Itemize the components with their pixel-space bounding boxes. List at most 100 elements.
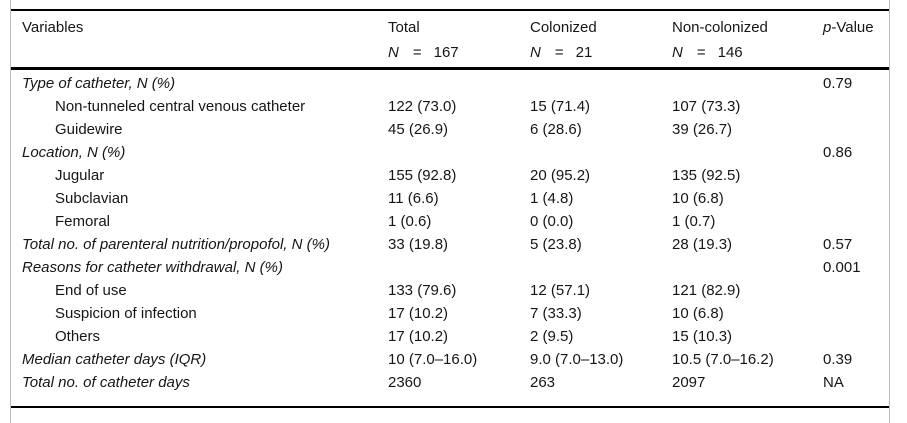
total-cell: 17 (10.2) bbox=[388, 327, 449, 345]
table-frame: Variables Total N = 167 Colonized N = 21 Non… bbox=[10, 0, 890, 423]
table-row: Non-tunneled central venous catheter 122… bbox=[11, 95, 889, 118]
variable-cell: Others bbox=[55, 327, 101, 345]
non-colonized-cell: 107 (73.3) bbox=[672, 97, 741, 115]
table-row: Location, N (%) 0.86 bbox=[11, 141, 889, 164]
variable-cell: Type of catheter, N (%) bbox=[22, 74, 176, 92]
col-header-label: Total bbox=[388, 19, 420, 36]
total-cell: 1 (0.6) bbox=[388, 212, 432, 230]
n-symbol: N bbox=[530, 44, 541, 61]
p-value-cell: 0.001 bbox=[823, 258, 861, 276]
non-colonized-cell: 1 (0.7) bbox=[672, 212, 716, 230]
table-row: Median catheter days (IQR) 10 (7.0–16.0)… bbox=[11, 348, 889, 371]
colonized-cell bbox=[530, 68, 672, 95]
p-value-cell: 0.86 bbox=[823, 143, 853, 161]
col-header-n: N = 167 bbox=[388, 40, 530, 65]
colonized-cell: 7 (33.3) bbox=[530, 304, 582, 322]
col-header-total: Total N = 167 bbox=[388, 10, 530, 70]
header-row: Variables Total N = 167 Colonized N = 21 Non… bbox=[11, 10, 889, 70]
total-cell: 11 (6.6) bbox=[388, 189, 439, 207]
n-symbol: N bbox=[672, 44, 683, 61]
table-row: Reasons for catheter withdrawal, N (%) 0… bbox=[11, 256, 889, 279]
n-symbol: N bbox=[388, 44, 399, 61]
colonized-cell: 1 (4.8) bbox=[530, 189, 574, 207]
p-value-cell bbox=[823, 187, 889, 210]
table-row: Others 17 (10.2) 2 (9.5) 15 (10.3) bbox=[11, 325, 889, 348]
n-count: 21 bbox=[575, 44, 593, 61]
col-header-non-colonized: Non-colonized N = 146 bbox=[672, 10, 823, 70]
non-colonized-cell: 121 (82.9) bbox=[672, 281, 741, 299]
total-cell: 17 (10.2) bbox=[388, 304, 449, 322]
col-header-label: Variables bbox=[22, 19, 84, 36]
non-colonized-cell: 10 (6.8) bbox=[672, 304, 724, 322]
p-value-cell bbox=[823, 95, 889, 118]
variable-cell: Location, N (%) bbox=[22, 143, 126, 161]
non-colonized-cell bbox=[672, 141, 823, 164]
colonized-cell: 2 (9.5) bbox=[530, 327, 574, 345]
total-cell: 155 (92.8) bbox=[388, 166, 457, 184]
equals-sign: = bbox=[696, 44, 706, 61]
colonized-cell: 263 bbox=[530, 373, 556, 391]
col-header-label: Non-colonized bbox=[672, 19, 768, 36]
p-value-cell: NA bbox=[823, 373, 844, 391]
table-row: Subclavian 11 (6.6) 1 (4.8) 10 (6.8) bbox=[11, 187, 889, 210]
colonized-cell: 5 (23.8) bbox=[530, 235, 582, 253]
total-cell: 45 (26.9) bbox=[388, 120, 449, 138]
total-cell bbox=[388, 68, 530, 95]
n-count: 167 bbox=[433, 44, 459, 61]
p-value-cell: 0.79 bbox=[823, 74, 853, 92]
n-count: 146 bbox=[717, 44, 743, 61]
variable-cell: End of use bbox=[55, 281, 127, 299]
total-cell bbox=[388, 256, 530, 279]
p-value-cell bbox=[823, 118, 889, 141]
p-value-cell: 0.39 bbox=[823, 350, 853, 368]
table-row: Femoral 1 (0.6) 0 (0.0) 1 (0.7) bbox=[11, 210, 889, 233]
colonized-cell bbox=[530, 141, 672, 164]
col-header-n: N = 21 bbox=[530, 40, 672, 65]
colonized-cell: 9.0 (7.0–13.0) bbox=[530, 350, 624, 368]
variable-cell: Jugular bbox=[55, 166, 105, 184]
col-header-label: p-Value bbox=[823, 15, 889, 40]
non-colonized-cell: 28 (19.3) bbox=[672, 235, 733, 253]
table-row: Suspicion of infection 17 (10.2) 7 (33.3… bbox=[11, 302, 889, 325]
non-colonized-cell: 15 (10.3) bbox=[672, 327, 733, 345]
p-value-cell bbox=[823, 325, 889, 348]
table-row: Guidewire 45 (26.9) 6 (28.6) 39 (26.7) bbox=[11, 118, 889, 141]
col-header-n: N = 146 bbox=[672, 40, 823, 65]
colonized-cell: 12 (57.1) bbox=[530, 281, 591, 299]
non-colonized-cell: 39 (26.7) bbox=[672, 120, 733, 138]
variable-cell: Suspicion of infection bbox=[55, 304, 197, 322]
variable-cell: Total no. of catheter days bbox=[22, 373, 190, 391]
p-value-cell: 0.57 bbox=[823, 235, 853, 253]
colonized-cell: 0 (0.0) bbox=[530, 212, 574, 230]
variable-cell: Subclavian bbox=[55, 189, 129, 207]
non-colonized-cell: 10 (6.8) bbox=[672, 189, 724, 207]
variable-cell: Median catheter days (IQR) bbox=[22, 350, 207, 368]
non-colonized-cell bbox=[672, 68, 823, 95]
catheter-colonization-table: Variables Total N = 167 Colonized N = 21 Non… bbox=[11, 9, 889, 408]
table-row: End of use 133 (79.6) 12 (57.1) 121 (82.… bbox=[11, 279, 889, 302]
p-value-cell bbox=[823, 302, 889, 325]
p-value-cell bbox=[823, 279, 889, 302]
non-colonized-cell: 10.5 (7.0–16.2) bbox=[672, 350, 774, 368]
total-cell: 133 (79.6) bbox=[388, 281, 457, 299]
non-colonized-cell: 2097 bbox=[672, 373, 706, 391]
table-row: Jugular 155 (92.8) 20 (95.2) 135 (92.5) bbox=[11, 164, 889, 187]
table-header: Variables Total N = 167 Colonized N = 21 Non… bbox=[11, 10, 889, 70]
p-value-suffix: -Value bbox=[831, 19, 874, 36]
colonized-cell: 15 (71.4) bbox=[530, 97, 591, 115]
total-cell bbox=[388, 141, 530, 164]
total-cell: 10 (7.0–16.0) bbox=[388, 350, 478, 368]
p-value-cell bbox=[823, 164, 889, 187]
col-header-p-value: p-Value bbox=[823, 10, 889, 70]
p-symbol: p bbox=[823, 19, 832, 36]
table-row: Total no. of parenteral nutrition/propof… bbox=[11, 233, 889, 256]
col-header-colonized: Colonized N = 21 bbox=[530, 10, 672, 70]
non-colonized-cell: 135 (92.5) bbox=[672, 166, 741, 184]
p-value-cell bbox=[823, 210, 889, 233]
variable-cell: Non-tunneled central venous catheter bbox=[55, 97, 306, 115]
equals-sign: = bbox=[412, 44, 422, 61]
variable-cell: Femoral bbox=[55, 212, 111, 230]
colonized-cell: 6 (28.6) bbox=[530, 120, 582, 138]
variable-cell: Total no. of parenteral nutrition/propof… bbox=[22, 235, 330, 253]
table-row: Total no. of catheter days 2360 263 2097… bbox=[11, 371, 889, 407]
